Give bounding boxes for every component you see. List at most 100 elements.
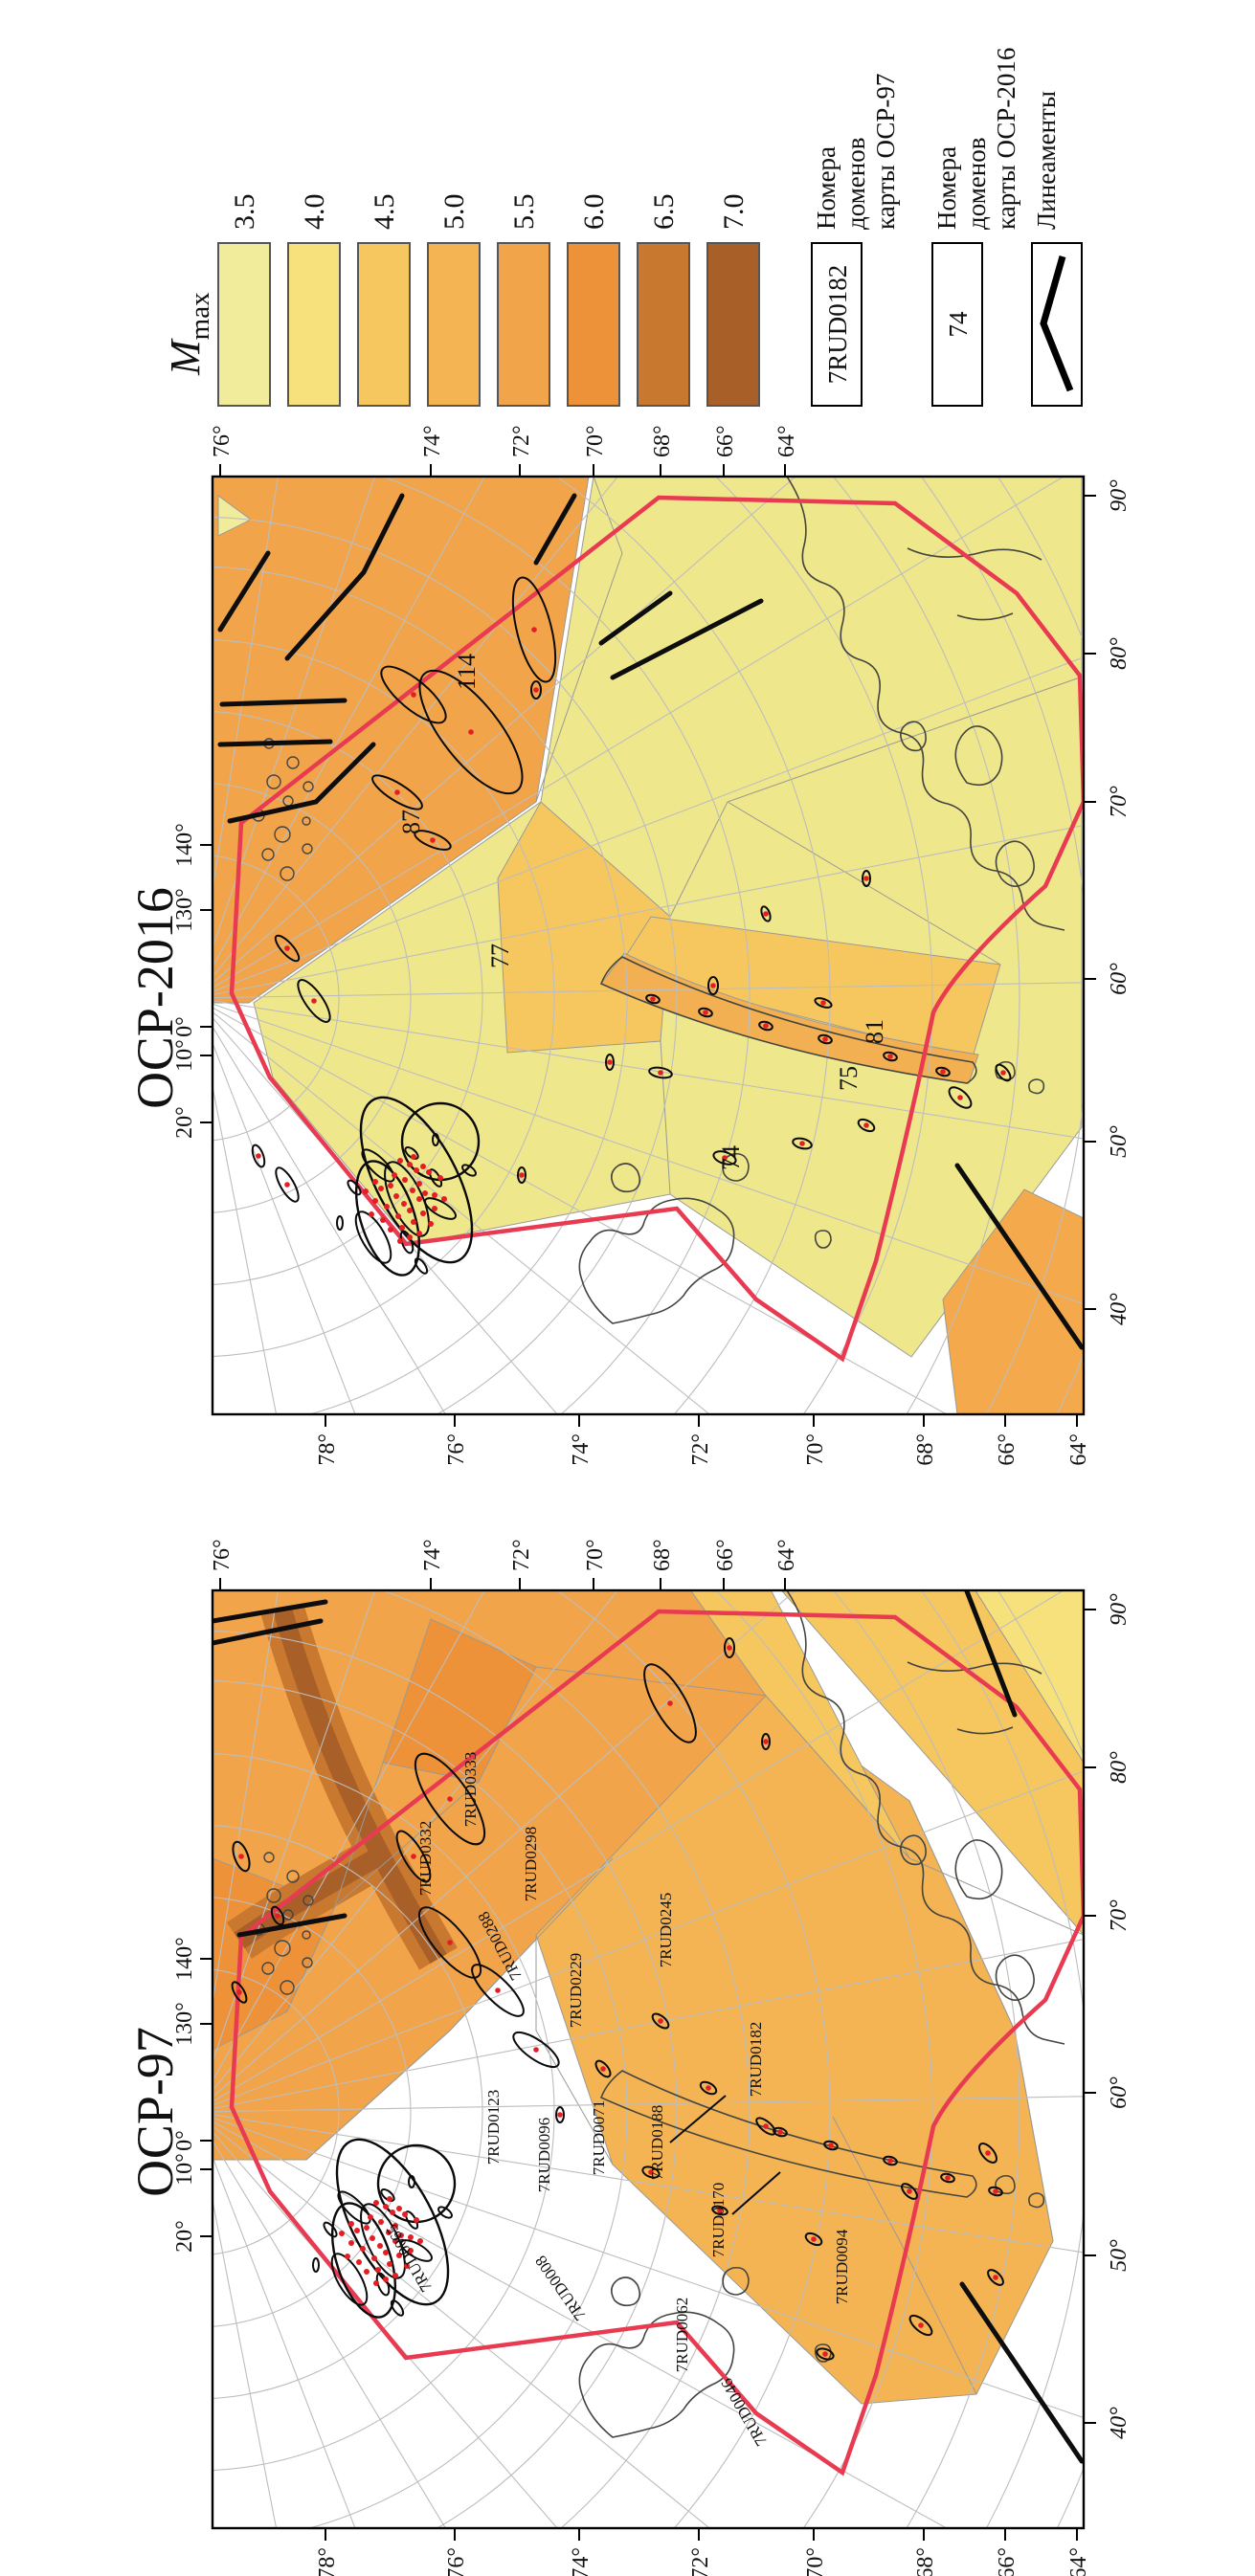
island	[280, 1980, 295, 1995]
source-zone-ellipse	[408, 2175, 415, 2188]
epicenter-dot	[420, 1210, 426, 1216]
epicenter-dot	[371, 2255, 377, 2261]
source-zone-ellipse	[699, 2080, 718, 2096]
lineament-line	[598, 590, 673, 646]
graticule-parallel	[213, 1752, 555, 2472]
island	[274, 1940, 291, 1957]
epicenter-dot	[420, 1164, 426, 1169]
coastline	[578, 1197, 735, 1324]
source-zone-ellipse	[804, 2232, 823, 2247]
latitude-tick-label: 76°	[210, 425, 235, 457]
domain-region-50	[942, 1188, 1084, 1414]
source-zone-ellipse	[818, 1033, 833, 1045]
epicenter-dot	[907, 2188, 912, 2194]
coastline	[907, 547, 1042, 561]
source-zone-ellipse	[274, 934, 301, 963]
coastline	[786, 477, 1065, 931]
domain-label: 75	[835, 1066, 863, 1091]
source-zone-ellipse	[761, 1733, 771, 1750]
latitude-tick-label: 66°	[995, 2547, 1020, 2576]
epicenter-dot	[348, 2221, 354, 2227]
latitude-tick-label: 64°	[774, 425, 799, 457]
source-zone-ellipse	[883, 2155, 898, 2166]
mmax-swatch-label: 6.0	[578, 194, 610, 231]
epicenter-dot	[238, 1854, 244, 1859]
coastline	[722, 2266, 750, 2296]
epicenter-dot	[417, 2238, 423, 2244]
legend-item-label: доменов	[962, 138, 991, 231]
domain-label: 7RUD0229	[567, 1953, 585, 2028]
lineament-symbol	[1040, 255, 1074, 392]
graticule-meridian	[213, 972, 1084, 999]
domain-region-45	[754, 1590, 1084, 1937]
legend-item-label: карты ОСР-2016	[992, 48, 1020, 230]
epicenter-dot	[706, 2085, 711, 2091]
mmax-swatch	[706, 242, 760, 407]
epicenter-dot	[985, 2150, 991, 2156]
graticule-parallel	[213, 1590, 1020, 2528]
source-zone-ellipse	[354, 1210, 392, 1264]
latitude-tick-label: 72°	[509, 425, 534, 457]
source-zone-ellipse	[297, 979, 331, 1023]
coastline	[611, 1163, 641, 1193]
source-zone-ellipse	[995, 1063, 1012, 1082]
source-zone-ellipse	[792, 1137, 813, 1150]
source-zone-ellipse	[375, 2272, 391, 2297]
island	[286, 1870, 300, 1883]
source-zone-ellipse	[707, 976, 719, 995]
graticule-parallel	[213, 1824, 483, 2400]
source-zone-ellipse	[643, 1663, 697, 1743]
source-zone-ellipse	[651, 2012, 670, 2030]
island	[302, 1957, 313, 1968]
longitude-tick-label: 90°	[1107, 479, 1132, 512]
graticule-parallel	[213, 710, 483, 1286]
source-zone-boundary	[229, 1609, 1084, 2476]
epicenter-dot	[411, 692, 416, 698]
graticule-meridian	[213, 1590, 892, 2113]
domain-label: 7RUD0123	[484, 2090, 503, 2165]
epicenter-dot	[600, 2066, 606, 2072]
epicenter-dot	[533, 2047, 539, 2053]
latitude-tick-label: 74°	[569, 1433, 594, 1466]
epicenter-dot	[364, 2225, 370, 2231]
source-zone-ellipse	[360, 2203, 406, 2279]
coastline	[956, 612, 1014, 621]
epicenter-dot	[380, 1217, 386, 1223]
epicenter-dot	[447, 1940, 453, 1945]
longitude-tick-label: 40°	[1107, 2407, 1132, 2439]
epicenter-dot	[396, 2206, 402, 2211]
coastline	[907, 1661, 1042, 1675]
source-zone-ellipse	[380, 2188, 395, 2202]
island	[261, 848, 275, 861]
latitude-tick-label: 68°	[913, 1433, 938, 1466]
epicenter-dot	[414, 2217, 419, 2223]
mmax-swatch-label: 6.5	[648, 194, 680, 231]
legend-item-label: Линеаменты	[1032, 91, 1061, 230]
epicenter-dot	[763, 911, 769, 917]
graticule-meridian	[213, 1590, 421, 2113]
meridian-tick-label: 140°	[172, 1937, 197, 1981]
source-zone-ellipse	[712, 1150, 737, 1166]
latitude-tick-label: 76°	[444, 2547, 469, 2576]
longitude-tick-label: 80°	[1107, 637, 1132, 670]
epicenter-dot	[407, 1234, 413, 1240]
source-zone-ellipse	[418, 669, 524, 795]
meridian-tick-label: 0°	[172, 2130, 197, 2151]
epicenter-dot	[348, 2240, 354, 2246]
epicenter-dot	[428, 1221, 434, 1227]
epicenter-dot	[402, 2211, 408, 2217]
meridian-tick-label: 10°	[172, 1039, 197, 1072]
legend-symbol-text: 74	[944, 311, 973, 338]
lineament-line	[284, 493, 405, 661]
coastline	[995, 1954, 1035, 2001]
source-zone-ellipse	[908, 2314, 933, 2337]
epicenter-dot	[345, 2254, 350, 2259]
epicenter-dot	[495, 1988, 501, 1993]
source-zone-ellipse	[814, 997, 833, 1009]
longitude-tick-label: 60°	[1107, 2076, 1132, 2109]
longitude-tick-label: 40°	[1107, 1293, 1132, 1325]
graticule-meridian	[213, 997, 1084, 1224]
mmax-swatch-label: 4.5	[369, 194, 400, 231]
meridian-tick-label: 130°	[172, 2002, 197, 2046]
